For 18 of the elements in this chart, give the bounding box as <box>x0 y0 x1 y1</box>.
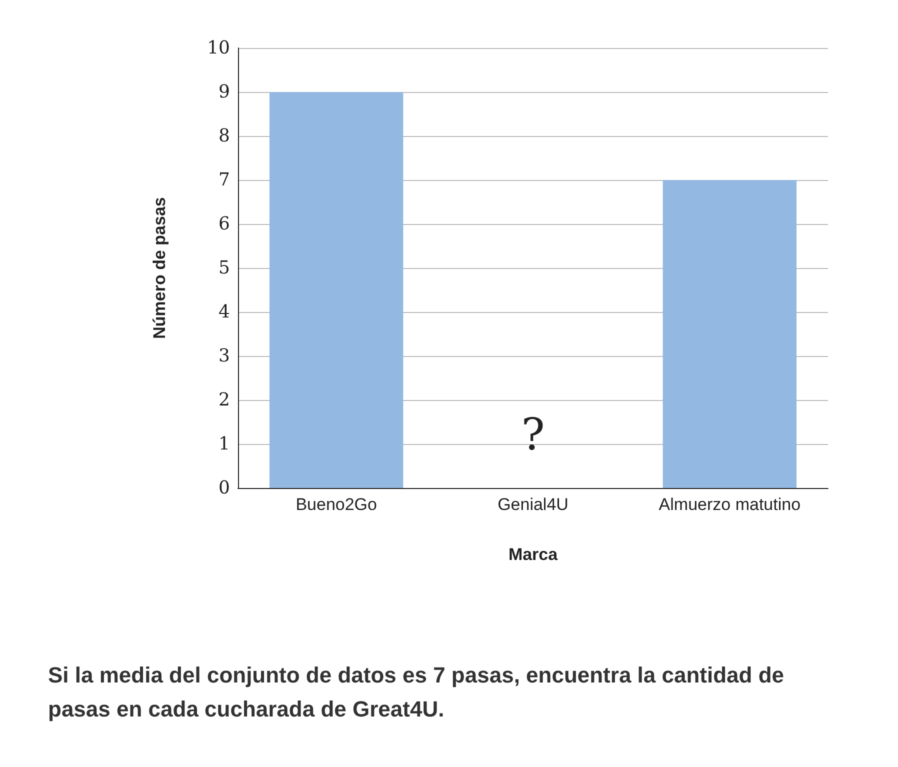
annotation: ? <box>521 410 545 461</box>
y-tick-label: 0 <box>218 478 230 498</box>
y-tick-label: 3 <box>218 346 230 366</box>
y-tick-label: 5 <box>218 258 230 278</box>
y-tick-label: 1 <box>218 434 230 454</box>
x-tick-label: Almuerzo matutino <box>658 495 801 514</box>
y-tick-label: 6 <box>218 214 230 234</box>
x-tick-label: Bueno2Go <box>296 495 377 514</box>
text: Si la media del conjunto de datos es 7 pasas, encuentra la cantidad de pasas en cada cucharada de Great4U. <box>48 662 790 722</box>
y-tick-label: 7 <box>218 170 230 190</box>
y-tick-label: 4 <box>218 302 230 322</box>
y-axis-title: Número de pasas <box>150 197 169 339</box>
x-axis-title: Marca <box>508 545 558 564</box>
y-tick-label: 9 <box>218 82 230 102</box>
y-tick-label: 8 <box>218 126 230 146</box>
y-tick-label: 10 <box>207 38 230 58</box>
x-tick-label: Genial4U <box>498 495 568 514</box>
y-tick-label: 2 <box>218 390 230 410</box>
